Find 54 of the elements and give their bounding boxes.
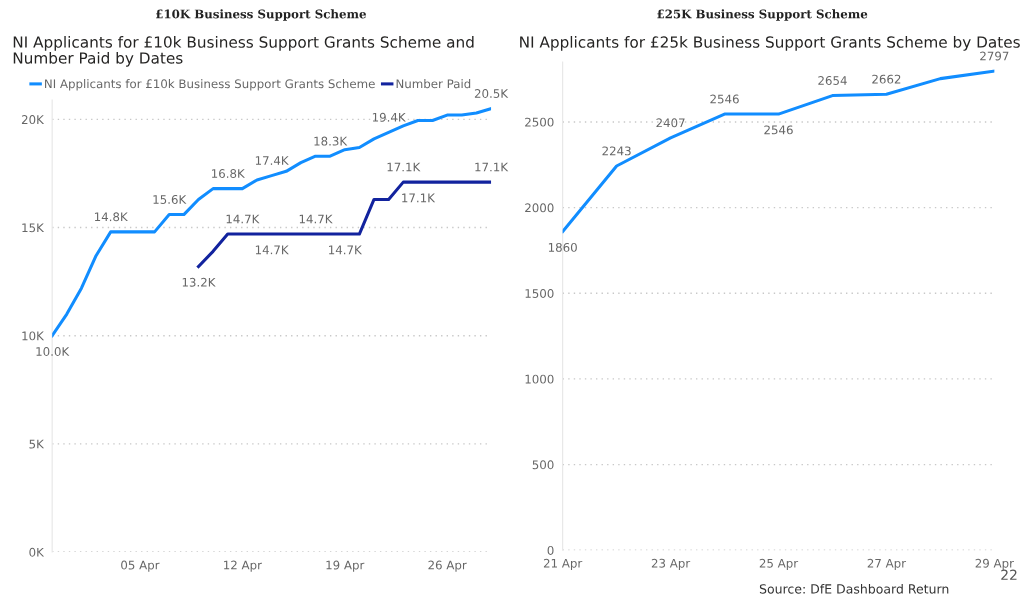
- data-label: 2243: [602, 146, 631, 156]
- data-label: 17.1K: [387, 162, 421, 172]
- data-label: 1860: [548, 242, 577, 252]
- data-label: 20.5K: [474, 89, 509, 98]
- y-tick-label: 500: [532, 460, 554, 470]
- text: 22: [1001, 569, 1017, 580]
- chart-subtitle: NI Applicants for £25k Business Support Grants Scheme by Dates: [520, 36, 1020, 51]
- line-series: [562, 69, 995, 234]
- data-label: 15.6K: [153, 195, 187, 204]
- data-label: 14.8K: [94, 212, 128, 222]
- legend-label: Number Paid: [396, 79, 471, 89]
- x-tick-label: 12 Apr: [224, 560, 262, 572]
- y-tick-label: 20K: [21, 115, 45, 125]
- x-tick-label: 25 Apr: [759, 558, 799, 570]
- data-label: 2662: [872, 74, 901, 84]
- data-label: 2797: [980, 51, 1009, 61]
- y-tick-label: 10K: [22, 331, 45, 341]
- data-label: 2654: [818, 76, 847, 85]
- data-label: 14.7K: [226, 214, 260, 224]
- y-tick-label: 2500: [525, 117, 554, 127]
- y-tick-label: 5K: [29, 439, 45, 449]
- chart-title: £10K Business Support Scheme: [156, 9, 366, 21]
- y-tick-label: 2000: [525, 203, 554, 213]
- data-label: 17.1K: [475, 162, 509, 172]
- y-tick-label: 0K: [29, 547, 45, 557]
- y-tick-label: 0: [547, 545, 554, 555]
- data-label: 17.4K: [255, 156, 289, 165]
- data-label: 14.7K: [299, 214, 333, 224]
- source-note: Source: DfE Dashboard Return: [759, 583, 949, 594]
- data-label: 18.3K: [314, 136, 348, 146]
- data-label: 2546: [710, 94, 739, 104]
- x-tick-label: 29 Apr: [975, 558, 1014, 570]
- data-label: 14.7K: [255, 245, 289, 255]
- data-label: 17.1K: [402, 193, 436, 203]
- x-tick-label: 26 Apr: [428, 560, 467, 572]
- data-label: 2407: [656, 118, 685, 128]
- chart-title: £25K Business Support Scheme: [657, 9, 868, 21]
- data-label: 10.0K: [36, 347, 70, 356]
- y-tick-label: 15K: [22, 223, 45, 233]
- legend-label: NI Applicants for £10k Business Support Grants Scheme: [45, 79, 375, 91]
- y-tick-label: 1500: [525, 288, 554, 298]
- x-tick-label: 05 Apr: [121, 560, 160, 572]
- data-label: 16.8K: [212, 169, 245, 178]
- data-label: 14.7K: [329, 245, 363, 255]
- x-tick-label: 21 Apr: [543, 558, 583, 570]
- data-label: 13.2K: [182, 277, 216, 287]
- x-tick-label: 19 Apr: [326, 560, 365, 572]
- x-tick-label: 27 Apr: [867, 558, 907, 570]
- line-series: [196, 180, 492, 269]
- data-label: 2546: [764, 125, 793, 135]
- y-tick-label: 1000: [525, 374, 554, 384]
- chart-subtitle: NI Applicants for £10k Business Support Grants Scheme and Number Paid by Dates: [13, 36, 474, 67]
- data-label: 19.4K: [372, 112, 406, 122]
- x-tick-label: 23 Apr: [651, 558, 691, 570]
